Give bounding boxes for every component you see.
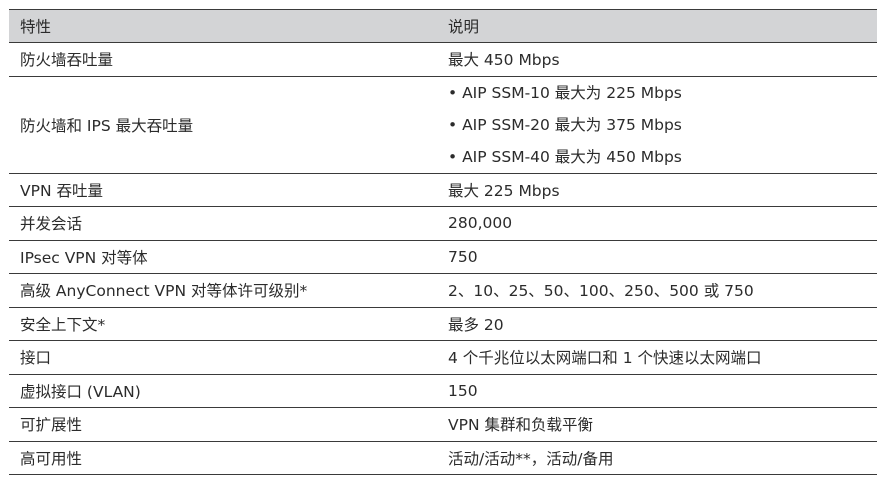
description-cell: 750 [438, 240, 877, 274]
bullet-item: • AIP SSM-10 最大为 225 Mbps [448, 83, 682, 102]
description-cell: • AIP SSM-10 最大为 225 Mbps • AIP SSM-20 最… [438, 76, 877, 174]
feature-cell: 防火墙和 IPS 最大吞吐量 [9, 76, 438, 174]
feature-cell: 安全上下文* [9, 307, 438, 341]
table-header-row: 特性 说明 [9, 9, 877, 43]
feature-cell: 并发会话 [9, 206, 438, 241]
table-row: 防火墙和 IPS 最大吞吐量 • AIP SSM-10 最大为 225 Mbps… [9, 76, 877, 174]
table-row: 并发会话 280,000 [9, 206, 877, 241]
feature-table: 特性 说明 防火墙吞吐量 最大 450 Mbps 防火墙和 IPS 最大吞吐量 •… [9, 9, 877, 475]
description-cell: 150 [438, 374, 877, 408]
feature-cell: 虚拟接口 (VLAN) [9, 374, 438, 408]
description-cell: 2、10、25、50、100、250、500 或 750 [438, 273, 877, 308]
description-cell: 最大 225 Mbps [438, 173, 877, 207]
description-cell: 活动/活动**，活动/备用 [438, 441, 877, 475]
description-cell: VPN 集群和负载平衡 [438, 407, 877, 442]
table-row: VPN 吞吐量 最大 225 Mbps [9, 173, 877, 207]
header-description: 说明 [438, 9, 877, 43]
description-cell: 最多 20 [438, 307, 877, 341]
table-row: 安全上下文* 最多 20 [9, 307, 877, 341]
table-row: IPsec VPN 对等体 750 [9, 240, 877, 274]
feature-cell: 防火墙吞吐量 [9, 42, 438, 77]
bullet-item: • AIP SSM-20 最大为 375 Mbps [448, 115, 682, 134]
feature-cell: 接口 [9, 340, 438, 375]
table-row: 防火墙吞吐量 最大 450 Mbps [9, 42, 877, 77]
table-row: 接口 4 个千兆位以太网端口和 1 个快速以太网端口 [9, 340, 877, 375]
bullet-item: • AIP SSM-40 最大为 450 Mbps [448, 147, 682, 166]
header-feature: 特性 [9, 9, 438, 43]
feature-cell: 高级 AnyConnect VPN 对等体许可级别* [9, 273, 438, 308]
table-row: 高级 AnyConnect VPN 对等体许可级别* 2、10、25、50、100… [9, 273, 877, 308]
description-cell: 最大 450 Mbps [438, 42, 877, 77]
feature-cell: IPsec VPN 对等体 [9, 240, 438, 274]
feature-cell: 可扩展性 [9, 407, 438, 442]
table-row: 虚拟接口 (VLAN) 150 [9, 374, 877, 408]
table-row: 可扩展性 VPN 集群和负载平衡 [9, 407, 877, 442]
table-row: 高可用性 活动/活动**，活动/备用 [9, 441, 877, 475]
feature-cell: 高可用性 [9, 441, 438, 475]
description-cell: 4 个千兆位以太网端口和 1 个快速以太网端口 [438, 340, 877, 375]
feature-cell: VPN 吞吐量 [9, 173, 438, 207]
description-cell: 280,000 [438, 206, 877, 241]
